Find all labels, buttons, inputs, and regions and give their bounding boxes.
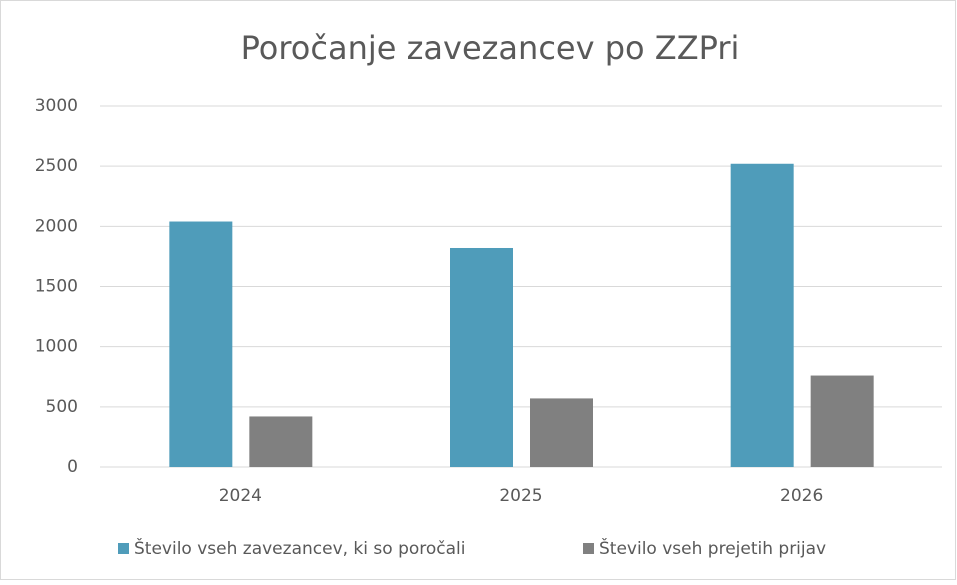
bar bbox=[530, 398, 593, 467]
y-tick-label: 2500 bbox=[35, 156, 78, 176]
y-tick-label: 1000 bbox=[35, 337, 78, 357]
bar bbox=[730, 163, 794, 467]
legend-label: Število vseh zavezancev, ki so poročali bbox=[134, 537, 465, 559]
y-tick-label: 0 bbox=[67, 457, 78, 477]
bar bbox=[249, 416, 313, 467]
y-tick-label: 500 bbox=[46, 397, 78, 417]
bar bbox=[810, 375, 874, 467]
bar bbox=[169, 221, 233, 467]
x-tick-label: 2026 bbox=[780, 486, 823, 506]
x-tick-label: 2024 bbox=[219, 486, 262, 506]
bar bbox=[450, 247, 513, 467]
legend-swatch bbox=[118, 543, 129, 554]
y-tick-label: 3000 bbox=[35, 96, 78, 116]
legend-swatch bbox=[583, 543, 594, 554]
y-tick-label: 2000 bbox=[35, 216, 78, 236]
chart-title: Poročanje zavezancev po ZZPri bbox=[241, 29, 740, 67]
legend-label: Število vseh prejetih prijav bbox=[599, 537, 826, 559]
x-tick-label: 2025 bbox=[499, 486, 542, 506]
y-tick-label: 1500 bbox=[35, 277, 78, 297]
